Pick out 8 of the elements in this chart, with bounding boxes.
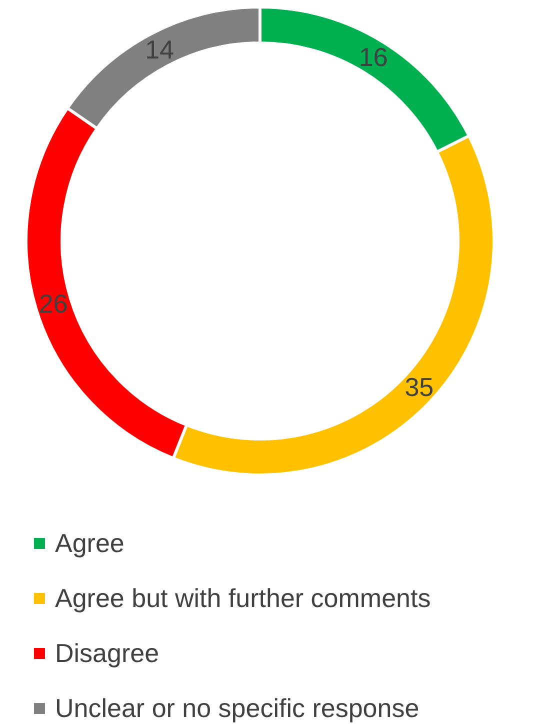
legend-label: Agree [55, 528, 124, 558]
legend-label: Disagree [55, 638, 160, 668]
data-label: 16 [358, 42, 388, 72]
legend-label: Agree but with further comments [55, 582, 431, 614]
data-label: 26 [38, 288, 68, 318]
data-label: 14 [145, 34, 174, 65]
legend-label: Unclear or no specific response [55, 692, 420, 724]
data-label: 35 [404, 372, 434, 402]
